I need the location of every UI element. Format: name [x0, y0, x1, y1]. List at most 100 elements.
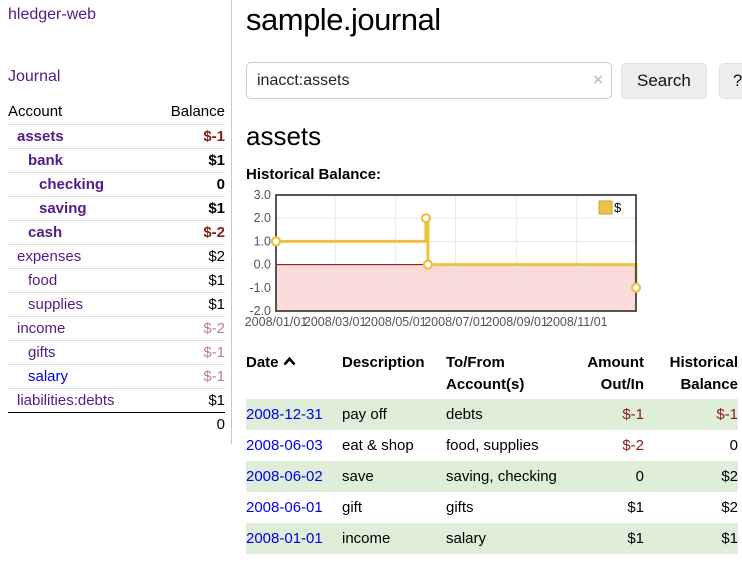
account-balance: 0 [151, 172, 225, 197]
account-row: liabilities:debts $1 [8, 388, 225, 413]
transaction-description: income [342, 522, 446, 554]
account-balance: $-1 [151, 124, 225, 149]
register-row: 2008-01-01 income salary $1 $1 [246, 522, 738, 554]
account-link-assets[interactable]: assets [17, 128, 64, 145]
register-row: 2008-12-31 pay off debts $-1 $-1 [246, 398, 738, 430]
register-row: 2008-06-02 save saving, checking 0 $2 [246, 460, 738, 492]
y-tick-label: 2.0 [254, 211, 271, 225]
account-row: salary $-1 [8, 364, 225, 389]
account-link-expenses[interactable]: expenses [17, 248, 82, 265]
journal-link[interactable]: Journal [8, 68, 61, 85]
account-balance: $-1 [151, 340, 225, 365]
transaction-balance: $2 [646, 460, 738, 492]
account-row: gifts $-1 [8, 340, 225, 365]
y-tick-label: 3.0 [254, 188, 271, 202]
page-title: sample.journal [246, 2, 441, 37]
transaction-accounts: food, supplies [446, 436, 539, 454]
accounts-table: Account Balance assets $-1 bank $1 check… [8, 100, 225, 436]
page: hledger-web Journal Account Balance asse… [0, 0, 742, 554]
legend-label: $ [614, 200, 622, 215]
account-link-gifts[interactable]: gifts [28, 344, 56, 361]
account-link-bank[interactable]: bank [28, 152, 64, 169]
chart-heading: Historical Balance: [246, 166, 382, 183]
transaction-date-link[interactable]: 2008-01-01 [246, 529, 323, 547]
account-row: cash $-2 [8, 220, 225, 245]
account-balance: $-1 [151, 364, 225, 389]
account-row: assets $-1 [8, 124, 225, 149]
transaction-balance: 0 [729, 436, 738, 454]
x-tick-label: 2008/09/01 [485, 315, 548, 329]
y-tick-label: -2.0 [249, 304, 271, 318]
x-tick-label: 2008/05/01 [364, 315, 427, 329]
y-tick-label: 1.0 [254, 234, 271, 248]
transaction-date-link[interactable]: 2008-06-02 [246, 467, 323, 485]
transaction-accounts: debts [446, 398, 568, 430]
account-row: supplies $1 [8, 292, 225, 317]
accounts-total-row: 0 [8, 412, 225, 436]
sort-ascending-icon [283, 357, 295, 366]
x-tick-label: 2008/07/01 [424, 315, 487, 329]
account-row: saving $1 [8, 196, 225, 221]
account-row: food $1 [8, 268, 225, 293]
transaction-accounts: saving, checking [446, 460, 568, 492]
y-tick-label: -1.0 [249, 281, 271, 295]
transaction-description: gift [342, 498, 363, 516]
transaction-amount: $1 [568, 522, 646, 554]
sidebar: hledger-web Journal Account Balance asse… [0, 0, 232, 444]
register-header-date[interactable]: Date [246, 349, 342, 399]
account-link-supplies[interactable]: supplies [28, 296, 84, 313]
legend-swatch [598, 200, 613, 215]
transaction-amount: $-1 [568, 398, 646, 430]
transaction-date-link[interactable]: 2008-06-03 [246, 436, 323, 454]
search-input[interactable] [246, 62, 612, 99]
help-button[interactable]: ? [718, 62, 742, 99]
account-link-cash[interactable]: cash [28, 224, 63, 241]
transaction-description: save [342, 460, 446, 492]
register-header-amount: Amount Out/In [587, 354, 644, 393]
register-header-accounts: To/From Account(s) [446, 354, 525, 393]
account-link-food[interactable]: food [28, 272, 58, 289]
transaction-date-link[interactable]: 2008-12-31 [246, 405, 323, 423]
transaction-amount: $1 [627, 498, 644, 516]
register-row: 2008-06-01 gift gifts $1 $2 [246, 492, 738, 523]
search-button[interactable]: Search [621, 62, 707, 99]
x-tick-label: 2008/03/01 [304, 315, 367, 329]
account-row: income $-2 [8, 316, 225, 341]
transaction-balance: $-1 [646, 398, 738, 430]
account-row: checking 0 [8, 172, 225, 197]
account-link-salary[interactable]: salary [28, 368, 69, 385]
x-tick-label: 2008/11/01 [546, 315, 608, 329]
transaction-balance: $1 [646, 522, 738, 554]
search-form: × Search ? [246, 62, 742, 99]
register-table: Date Description To/From Account(s) Amou… [246, 349, 738, 554]
accounts-header-balance: Balance [170, 103, 225, 120]
account-row: bank $1 [8, 148, 225, 173]
account-balance: $2 [151, 244, 225, 269]
account-balance: $1 [151, 388, 225, 413]
account-balance: $-2 [151, 316, 225, 341]
account-link-checking[interactable]: checking [39, 176, 105, 193]
accounts-total-value: 0 [151, 412, 225, 436]
account-balance: $1 [151, 292, 225, 317]
transaction-amount: 0 [568, 460, 646, 492]
register-header-description: Description [342, 354, 425, 371]
account-link-liabilities-debts[interactable]: liabilities:debts [17, 392, 115, 409]
account-balance: $1 [151, 148, 225, 173]
register-header-balance: Historical Balance [669, 354, 738, 393]
account-balance: $1 [151, 196, 225, 221]
account-link-income[interactable]: income [17, 320, 66, 337]
transaction-balance: $2 [721, 498, 738, 516]
account-row: expenses $2 [8, 244, 225, 269]
app-title-link[interactable]: hledger-web [8, 6, 97, 23]
account-link-saving[interactable]: saving [39, 200, 87, 217]
historical-balance-chart: $2008/01/012008/03/012008/05/012008/07/0… [245, 188, 642, 329]
main-content: sample.journal × Search ? assets Histori… [232, 0, 742, 554]
accounts-header-account: Account [8, 103, 63, 120]
transaction-accounts: salary [446, 522, 568, 554]
transaction-description: pay off [342, 398, 446, 430]
account-heading: assets [246, 121, 322, 151]
x-tick-label: 2008/01/01 [245, 315, 308, 329]
clear-search-icon[interactable]: × [593, 70, 603, 89]
transaction-amount: $-2 [622, 436, 644, 454]
transaction-date-link[interactable]: 2008-06-01 [246, 498, 323, 516]
